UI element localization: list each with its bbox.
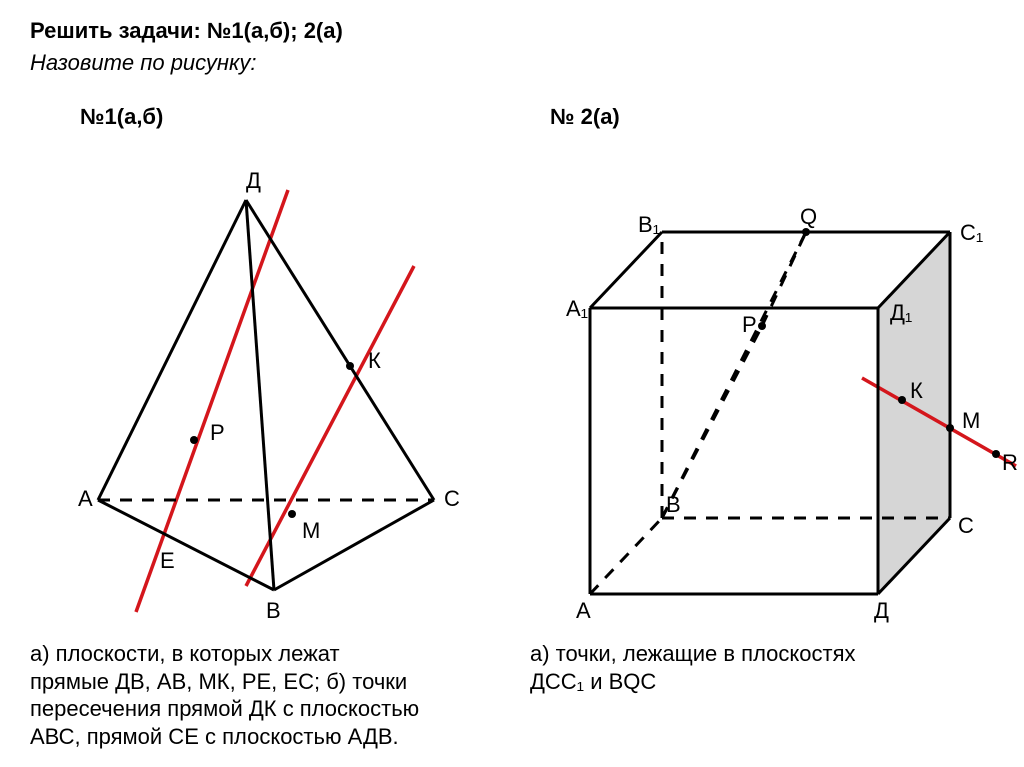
subheading: Назовите по рисунку: xyxy=(30,50,994,76)
svg-text:А₁: А₁ xyxy=(566,296,588,321)
svg-text:Р: Р xyxy=(742,312,757,337)
svg-text:М: М xyxy=(962,408,980,433)
svg-text:Е: Е xyxy=(160,548,175,573)
svg-text:С₁: С₁ xyxy=(960,220,983,245)
figure-1-svg: А В С Д К Р М Е xyxy=(30,134,510,634)
caption-1-line: прямые ДВ, АВ, МК, РЕ, ЕС; б) точки xyxy=(30,668,470,696)
svg-text:М: М xyxy=(302,518,320,543)
caption-1-line: а) плоскости, в которых лежат xyxy=(30,640,470,668)
page: Решить задачи: №1(а,б); 2(а) Назовите по… xyxy=(0,0,1024,767)
svg-text:В₁: В₁ xyxy=(638,212,660,237)
svg-text:R: R xyxy=(1002,450,1018,475)
heading: Решить задачи: №1(а,б); 2(а) xyxy=(30,18,994,44)
figure-1-title: №1(а,б) xyxy=(80,104,163,130)
svg-text:А: А xyxy=(78,486,93,511)
caption-1-line: АВС, прямой СЕ с плоскостью АДВ. xyxy=(30,723,470,751)
svg-text:В: В xyxy=(266,598,281,623)
svg-text:К: К xyxy=(910,378,923,403)
svg-text:Q: Q xyxy=(800,204,817,229)
svg-text:С: С xyxy=(444,486,460,511)
svg-text:С: С xyxy=(958,513,974,538)
caption-2-line: а) точки, лежащие в плоскостях xyxy=(530,640,994,668)
caption-1-line: пересечения прямой ДК с плоскостью xyxy=(30,695,470,723)
svg-text:Д₁: Д₁ xyxy=(890,300,912,325)
svg-text:Д: Д xyxy=(874,598,889,623)
captions-row: а) плоскости, в которых лежатпрямые ДВ, … xyxy=(30,640,994,750)
svg-text:А: А xyxy=(576,598,591,623)
figure-2-title: № 2(а) xyxy=(550,104,620,130)
svg-text:К: К xyxy=(368,348,381,373)
figures-row: №1(а,б) А В С Д К Р М Е № 2(а) А Д С В А₁ Д₁ С₁ В₁ Q Р К М… xyxy=(30,104,994,634)
svg-text:Р: Р xyxy=(210,420,225,445)
svg-text:Д: Д xyxy=(246,168,261,193)
svg-text:В: В xyxy=(666,492,681,517)
caption-1: а) плоскости, в которых лежатпрямые ДВ, … xyxy=(30,640,470,750)
figure-2-svg: А Д С В А₁ Д₁ С₁ В₁ Q Р К МR xyxy=(510,134,1024,634)
caption-2: а) точки, лежащие в плоскостяхДСС₁ и BQC xyxy=(530,640,994,750)
caption-2-line: ДСС₁ и BQC xyxy=(530,668,994,696)
